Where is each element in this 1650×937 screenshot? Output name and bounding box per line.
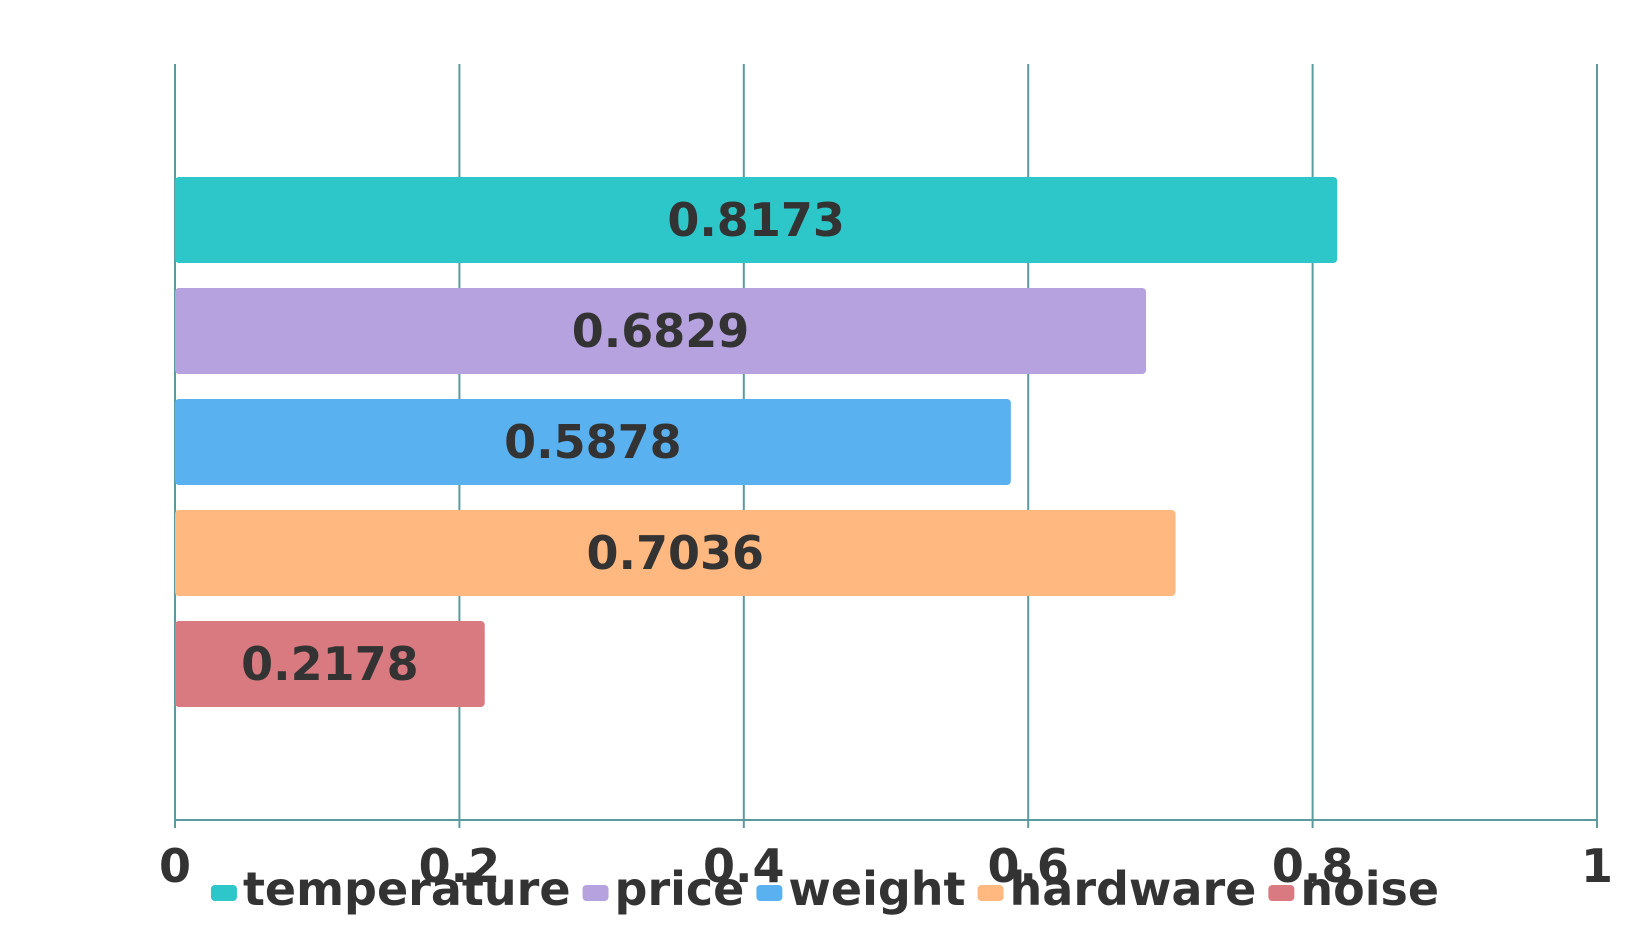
bar-label-temperature: 0.8173 — [667, 193, 845, 247]
bar-label-hardware: 0.7036 — [587, 526, 765, 580]
legend-swatch-noise — [1268, 885, 1295, 901]
legend-label-price: price — [615, 862, 745, 916]
bar-label-noise: 0.2178 — [241, 637, 419, 691]
legend-swatch-price — [582, 885, 609, 901]
legend: temperature price weight hardware noise — [210, 862, 1439, 916]
legend-label-hardware: hardware — [1010, 862, 1257, 916]
x-tick-label-2: 0.4 — [703, 839, 785, 893]
bar-weight — [175, 399, 1011, 485]
legend-label-temperature: temperature — [243, 862, 571, 916]
bar-labels: 0.8173 0.6829 0.5878 0.7036 0.2178 — [241, 193, 845, 691]
x-axis: 0 0.2 0.4 0.6 0.8 1 — [159, 819, 1613, 893]
bar-label-price: 0.6829 — [572, 304, 750, 358]
legend-label-weight: weight — [788, 862, 965, 916]
bars — [175, 177, 1338, 707]
x-tick-label-0: 0 — [159, 839, 191, 893]
bar-noise — [175, 621, 485, 707]
legend-swatch-weight — [756, 885, 783, 901]
x-tick-label-1: 0.2 — [419, 839, 501, 893]
bar-temperature — [175, 177, 1338, 263]
legend-swatch-temperature — [210, 885, 237, 901]
bar-label-weight: 0.5878 — [504, 415, 682, 469]
x-tick-label-3: 0.6 — [987, 839, 1069, 893]
x-tick-label-5: 1 — [1581, 839, 1613, 893]
legend-swatch-hardware — [977, 885, 1004, 901]
x-tick-label-4: 0.8 — [1272, 839, 1354, 893]
legend-label-noise: noise — [1300, 862, 1439, 916]
bar-price — [175, 288, 1147, 374]
bar-hardware — [175, 510, 1176, 596]
